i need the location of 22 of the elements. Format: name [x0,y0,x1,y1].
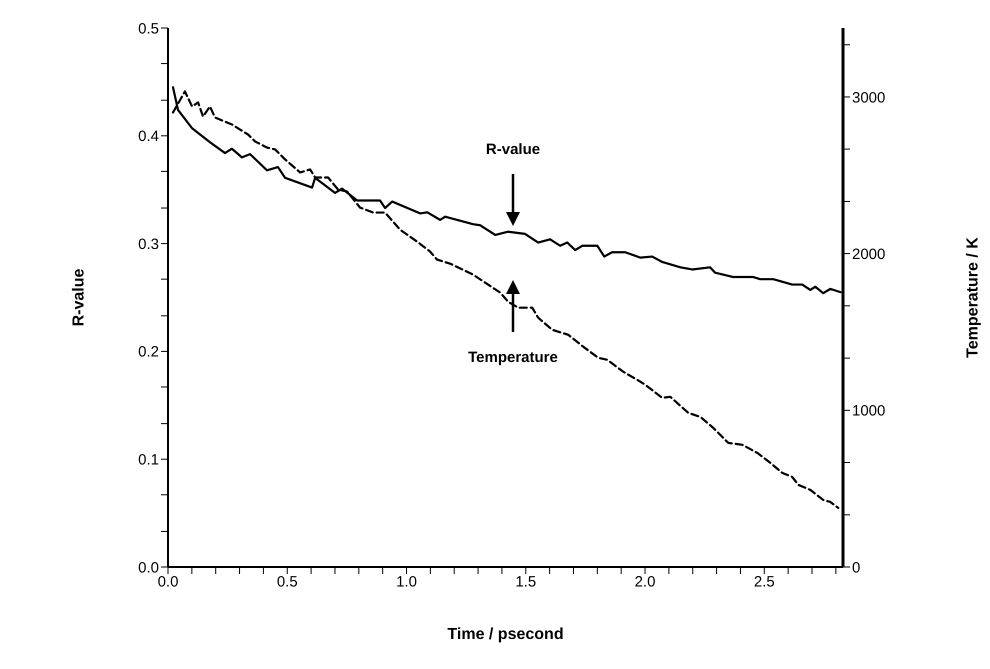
y-tick-label: 0.4 [138,128,159,146]
y2-tick-label: 3000 [852,89,886,106]
y2-tick-label: 0 [852,559,860,576]
y-tick-label: 0.5 [138,20,159,38]
y-tick-label: 0.0 [138,559,159,576]
x-axis-title: Time / psecond [447,626,564,643]
y-tick-label: 0.3 [138,236,159,253]
y2-tick-label: 2000 [852,246,886,263]
annotation: R-value [486,141,540,158]
x-tick-label: 0.5 [276,574,298,591]
y-axis-title: R-value [70,268,88,326]
line-series [172,90,840,510]
x-tick-label: 1.5 [515,574,536,591]
x-tick-label: 2.5 [754,574,775,591]
y-tick-label: 0.2 [138,344,159,361]
annotation: Temperature [468,349,558,366]
y-tick-label: 0.1 [138,452,159,469]
y2-axis-title: Temperature / K [964,236,982,358]
x-tick-label: 1.0 [396,574,417,591]
y2-tick-label: 1000 [852,402,886,420]
x-tick-label: 2.0 [634,574,656,591]
x-tick-label: 0.0 [158,574,178,591]
